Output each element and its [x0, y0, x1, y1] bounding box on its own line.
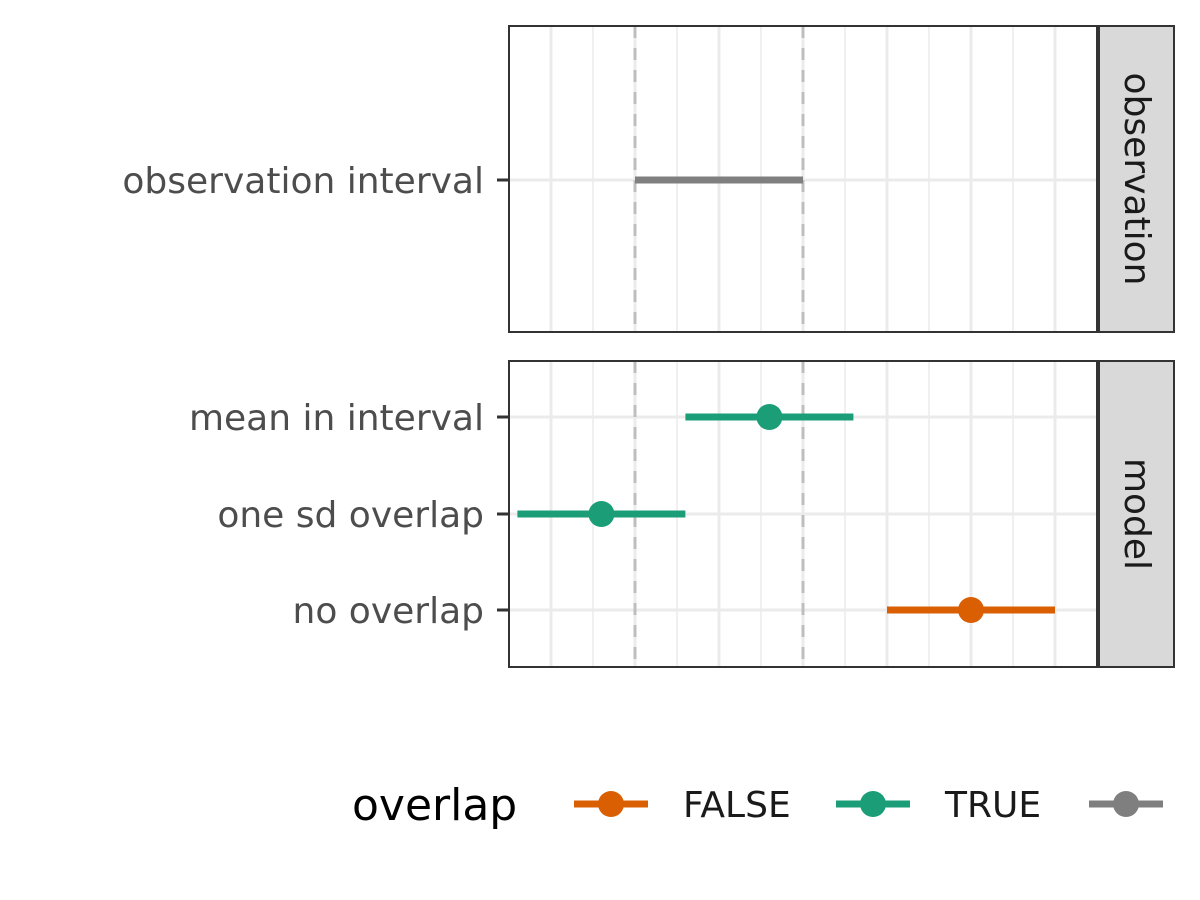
panels: observation interval observation mean in i…: [122, 25, 1175, 668]
y-tick-label: observation interval: [122, 161, 484, 202]
legend-key-point: [860, 791, 886, 817]
panel-observation: observation interval observation: [122, 25, 1175, 333]
y-tick-label: one sd overlap: [217, 495, 484, 536]
panel-model: mean in interval one sd overlap no overlap…: [189, 360, 1175, 668]
legend: overlap FALSE TRUE: [352, 780, 1163, 831]
legend-label: TRUE: [944, 785, 1041, 826]
point-estimate: [756, 404, 783, 430]
legend-key-point: [1113, 791, 1139, 817]
y-tick-label: no overlap: [293, 591, 484, 632]
facet-strip-label: observation: [1116, 73, 1157, 286]
legend-entry: [1089, 791, 1163, 817]
facet-strip: [1098, 25, 1175, 333]
legend-entry: FALSE: [574, 785, 791, 826]
panel-border: [508, 360, 1098, 668]
legend-label: FALSE: [683, 785, 791, 826]
point-estimate: [588, 501, 615, 527]
panel-border: [508, 25, 1098, 333]
facet-strip-label: model: [1116, 458, 1157, 570]
legend-key-point: [598, 791, 624, 817]
y-tick-label: mean in interval: [189, 398, 484, 439]
point-estimate: [958, 597, 984, 623]
facet-strip: [1098, 360, 1175, 668]
legend-title: overlap: [352, 780, 517, 831]
legend-entry: TRUE: [836, 785, 1041, 826]
